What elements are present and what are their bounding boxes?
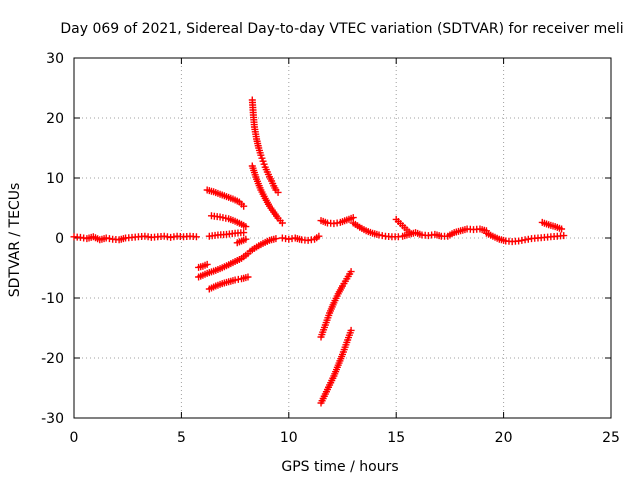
series-arc-upper-6	[203, 186, 248, 210]
series-arc-8-second	[248, 162, 286, 227]
data-point-plus	[242, 223, 250, 231]
y-tick-label: -20	[41, 351, 64, 367]
data-point-plus	[192, 233, 200, 241]
axis-ticks	[73, 57, 612, 419]
data-point-plus	[274, 188, 282, 196]
y-tick-label: 30	[46, 51, 64, 67]
x-tick-labels: 0 5 10 15 20 25	[70, 430, 620, 446]
x-tick-label: 25	[602, 430, 620, 446]
data-point-plus	[347, 326, 355, 334]
series-baseline-13-15	[349, 219, 402, 241]
grid-lines	[74, 58, 611, 418]
x-tick-label: 20	[495, 430, 513, 446]
data-point-plus	[558, 225, 566, 233]
series-segment-22	[538, 218, 566, 233]
series-dash-7.5	[233, 235, 250, 247]
x-tick-label: 5	[177, 430, 186, 446]
series-arc-8-neg	[246, 235, 280, 255]
y-tick-label: -10	[41, 291, 64, 307]
series-baseline-19-23	[482, 229, 568, 246]
y-axis-title: SDTVAR / TECUs	[7, 183, 23, 298]
data-point-plus	[203, 260, 211, 268]
chart-title: Day 069 of 2021, Sidereal Day-to-day VTE…	[60, 21, 623, 37]
x-tick-label: 0	[70, 430, 79, 446]
series-arc-6-mid	[207, 212, 250, 231]
x-tick-label: 10	[280, 430, 298, 446]
data-point-plus	[560, 232, 568, 240]
data-point-plus	[272, 235, 280, 243]
data-points	[70, 96, 568, 407]
y-tick-label: 0	[55, 231, 64, 247]
series-baseline-10	[278, 232, 323, 244]
data-point-plus	[347, 268, 355, 276]
series-spike-8	[248, 96, 282, 196]
y-tick-label: -30	[41, 411, 64, 427]
data-point-plus	[278, 219, 286, 227]
series-arc-6-bottom	[205, 273, 252, 293]
data-point-plus	[244, 273, 252, 281]
series-dip-11.5-lower	[317, 326, 355, 407]
series-baseline-early	[70, 232, 200, 244]
x-tick-label: 15	[387, 430, 405, 446]
y-tick-label: 20	[46, 111, 64, 127]
series-baseline-15-19	[399, 225, 490, 240]
data-point-plus	[242, 235, 250, 243]
series-arc-6-lower	[195, 250, 252, 281]
data-point-plus	[315, 232, 323, 240]
y-tick-label: 10	[46, 171, 64, 187]
series-arc-6-low	[195, 260, 211, 271]
series-arc-6-near-zero	[205, 229, 248, 240]
data-point-plus	[240, 229, 248, 237]
series-dip-11.5-upper	[317, 268, 355, 341]
data-point-plus	[240, 202, 248, 210]
series-segment-12	[317, 214, 357, 228]
x-axis-title: GPS time / hours	[281, 459, 398, 475]
y-tick-labels: -30 -20 -10 0 10 20 30	[41, 51, 64, 427]
